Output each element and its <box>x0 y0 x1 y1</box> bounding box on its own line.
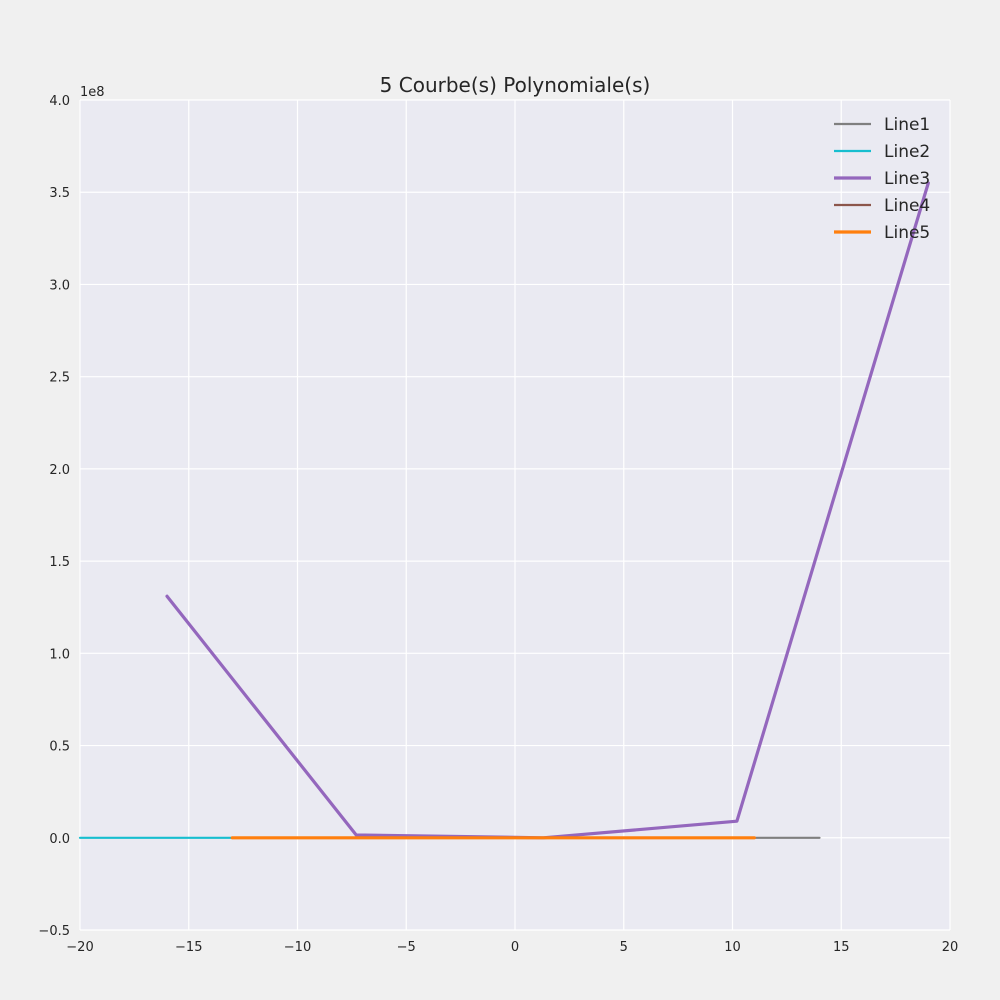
series-group <box>78 181 930 840</box>
x-tick-label: −20 <box>66 940 93 955</box>
chart-title: 5 Courbe(s) Polynomiale(s) <box>380 73 651 97</box>
legend: Line1 Line2 Line3 Line4 Line5 <box>834 115 930 243</box>
y-tick-label: 1.0 <box>49 647 70 662</box>
y-tick-label: 4.0 <box>49 94 70 109</box>
x-tick-label: −10 <box>284 940 311 955</box>
legend-label-line4: Line4 <box>884 196 930 216</box>
y-tick-label: 2.5 <box>49 371 70 386</box>
y-tick-label: 2.0 <box>49 463 70 478</box>
y-tick-label: −0.5 <box>38 924 70 939</box>
legend-label-line5: Line5 <box>884 223 930 243</box>
legend-label-line2: Line2 <box>884 142 930 162</box>
y-tick-label: 0.0 <box>49 832 70 847</box>
y-tick-label: 1.5 <box>49 555 70 570</box>
x-tick-labels: −20 −15 −10 −5 0 5 10 15 20 <box>66 940 958 955</box>
legend-label-line1: Line1 <box>884 115 930 135</box>
y-tick-label: 3.5 <box>49 186 70 201</box>
y-tick-labels: −0.5 0.0 0.5 1.0 1.5 2.0 2.5 3.0 3.5 4.0 <box>38 94 70 939</box>
x-tick-label: 5 <box>620 940 628 955</box>
y-tick-label: 3.0 <box>49 278 70 293</box>
x-tick-label: 0 <box>511 940 519 955</box>
x-tick-label: −15 <box>175 940 202 955</box>
legend-label-line3: Line3 <box>884 169 930 189</box>
x-tick-label: 10 <box>724 940 741 955</box>
x-tick-label: −5 <box>397 940 416 955</box>
y-offset-label: 1e8 <box>80 85 105 100</box>
x-tick-label: 20 <box>942 940 959 955</box>
y-tick-label: 0.5 <box>49 740 70 755</box>
x-tick-label: 15 <box>833 940 850 955</box>
